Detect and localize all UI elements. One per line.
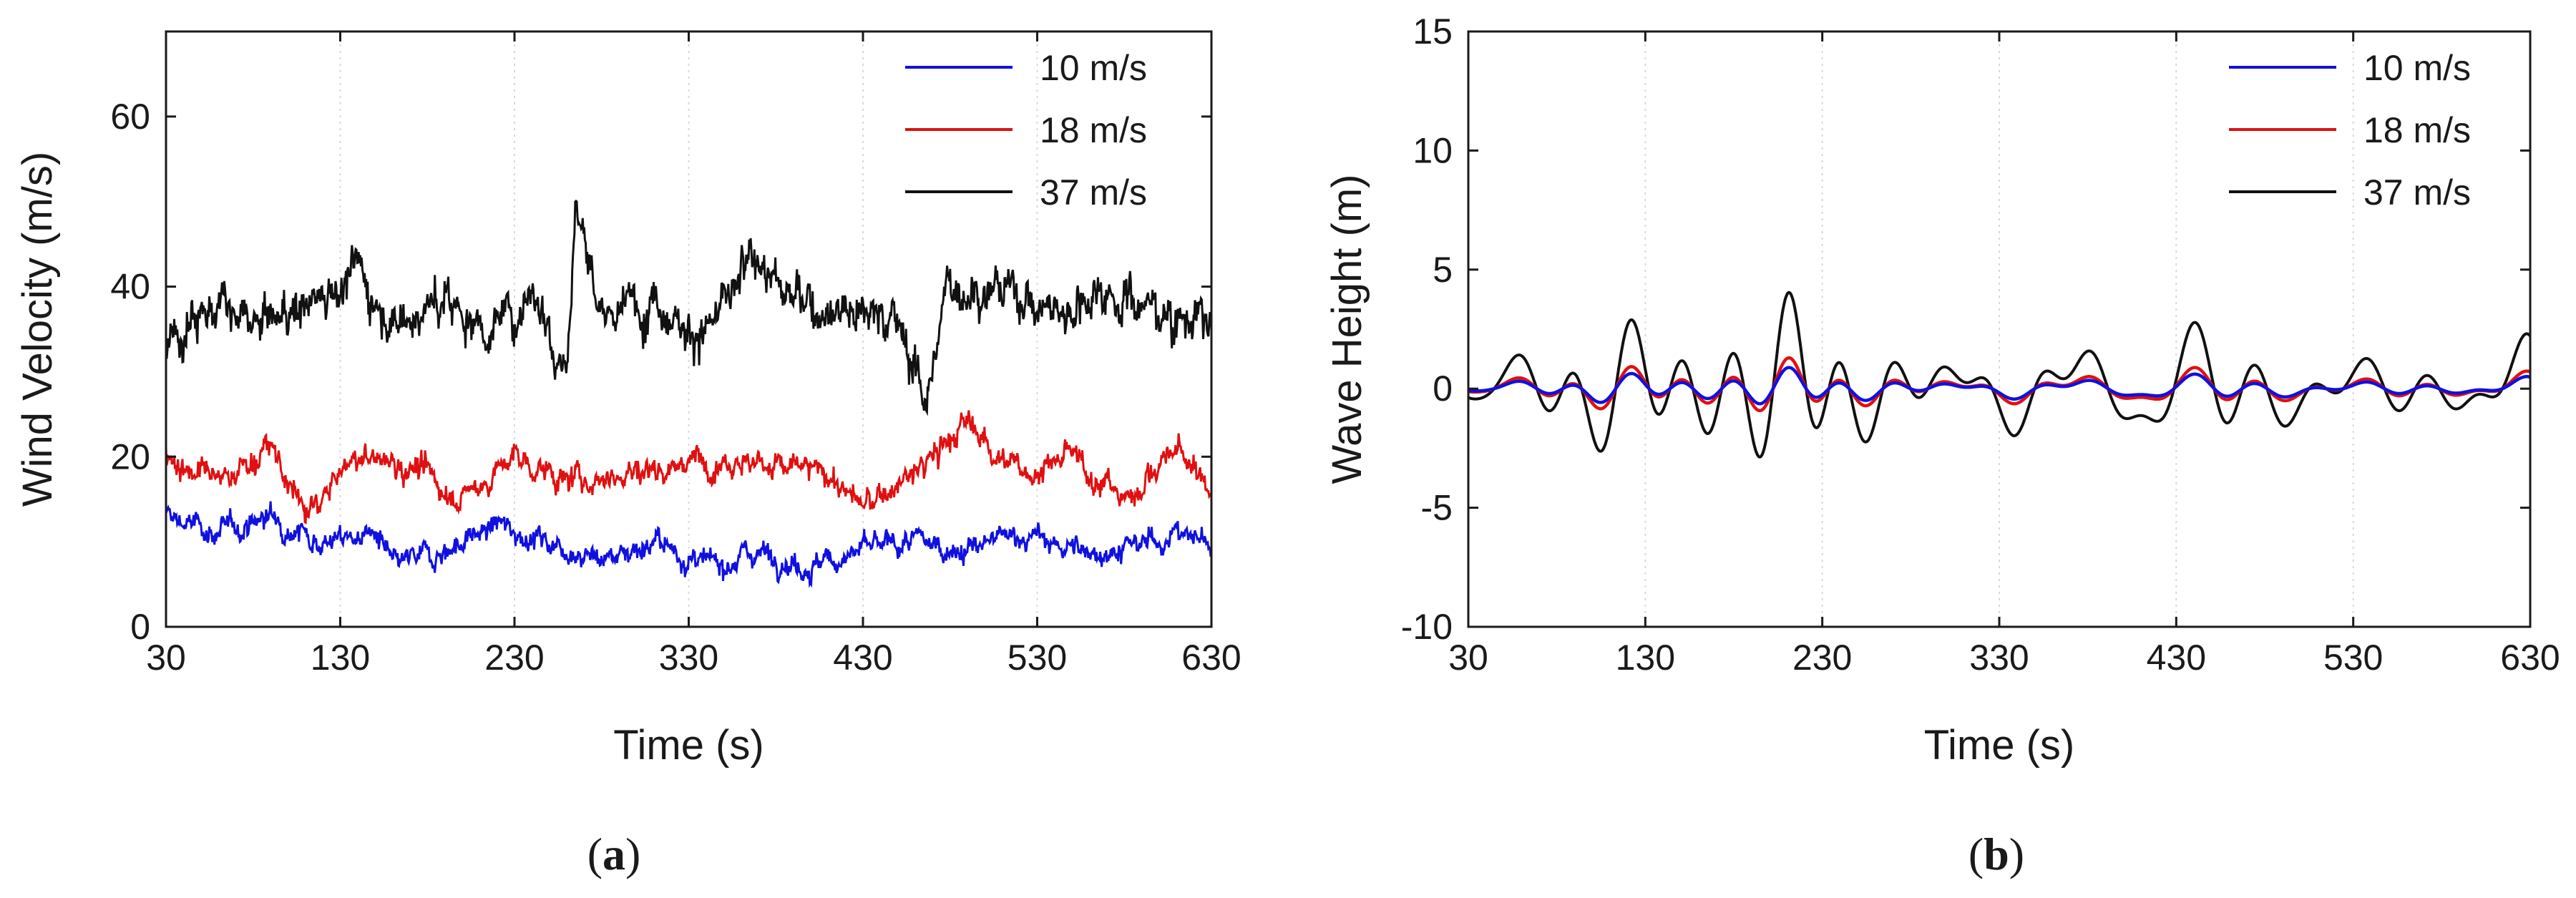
x-tick-label: 130 (311, 638, 370, 678)
x-tick-label: 630 (2500, 638, 2560, 678)
legend-entry: 18 m/s (2363, 110, 2471, 150)
series-group (166, 199, 1211, 588)
series-line-37ms (166, 199, 1211, 416)
y-tick-label: 0 (130, 607, 150, 647)
legend-entry: 37 m/s (2363, 172, 2471, 213)
panel-label: (b) (1968, 829, 2024, 879)
y-tick-label: 40 (110, 267, 150, 307)
y-axis-label: Wave Height (m) (1324, 175, 1370, 484)
y-tick-label: -10 (1401, 607, 1453, 647)
x-axis-label: Time (s) (613, 722, 763, 768)
panel-label-letter: a (602, 829, 625, 879)
x-tick-label: 30 (1448, 638, 1488, 678)
series-line-10ms (166, 501, 1211, 588)
chart-panel-b: 30 130 230 330 430 530 630 -10 -5 0 5 10 15 Time (s) W… (1324, 11, 2560, 879)
y-tick-label: 10 (1413, 130, 1453, 170)
chart-panel-a: 30 130 230 330 430 530 630 0 20 40 60 Time (s) Wind … (14, 30, 1241, 879)
y-tick-label: 0 (1433, 369, 1453, 409)
legend-entry: 18 m/s (1040, 110, 1147, 150)
legend-entry: 37 m/s (1040, 172, 1147, 213)
x-tick-label: 30 (146, 638, 186, 678)
series-line-10ms (1468, 366, 2530, 406)
legend-entry: 10 m/s (1040, 48, 1147, 88)
x-tick-label: 430 (833, 638, 892, 678)
series-line-37ms (1468, 291, 2530, 459)
x-tick-label: 230 (1792, 638, 1852, 678)
x-axis-label: Time (s) (1924, 722, 2074, 768)
x-tick-label: 330 (1969, 638, 2029, 678)
series-line-18ms (166, 410, 1211, 524)
y-tick-label: 15 (1413, 11, 1453, 52)
legend-entry: 10 m/s (2363, 48, 2471, 88)
y-axis-label: Wind Velocity (m/s) (14, 152, 61, 507)
x-tick-label: 530 (1008, 638, 1067, 678)
panel-label-letter: b (1984, 829, 2009, 879)
y-tick-label: 60 (110, 97, 150, 137)
x-tick-label: 630 (1181, 638, 1241, 678)
x-tick-label: 330 (659, 638, 718, 678)
series-line-18ms (1468, 356, 2530, 413)
y-tick-label: 20 (110, 436, 150, 477)
x-tick-label: 130 (1616, 638, 1675, 678)
legend: 10 m/s 18 m/s 37 m/s (905, 48, 1147, 213)
x-tick-label: 430 (2147, 638, 2206, 678)
y-tick-label: 5 (1433, 250, 1453, 290)
legend: 10 m/s 18 m/s 37 m/s (2229, 48, 2471, 213)
y-tick-label: -5 (1421, 488, 1453, 528)
x-tick-label: 230 (484, 638, 544, 678)
x-tick-label: 530 (2323, 638, 2383, 678)
panel-label: (a) (587, 829, 641, 879)
series-group (1468, 291, 2530, 459)
